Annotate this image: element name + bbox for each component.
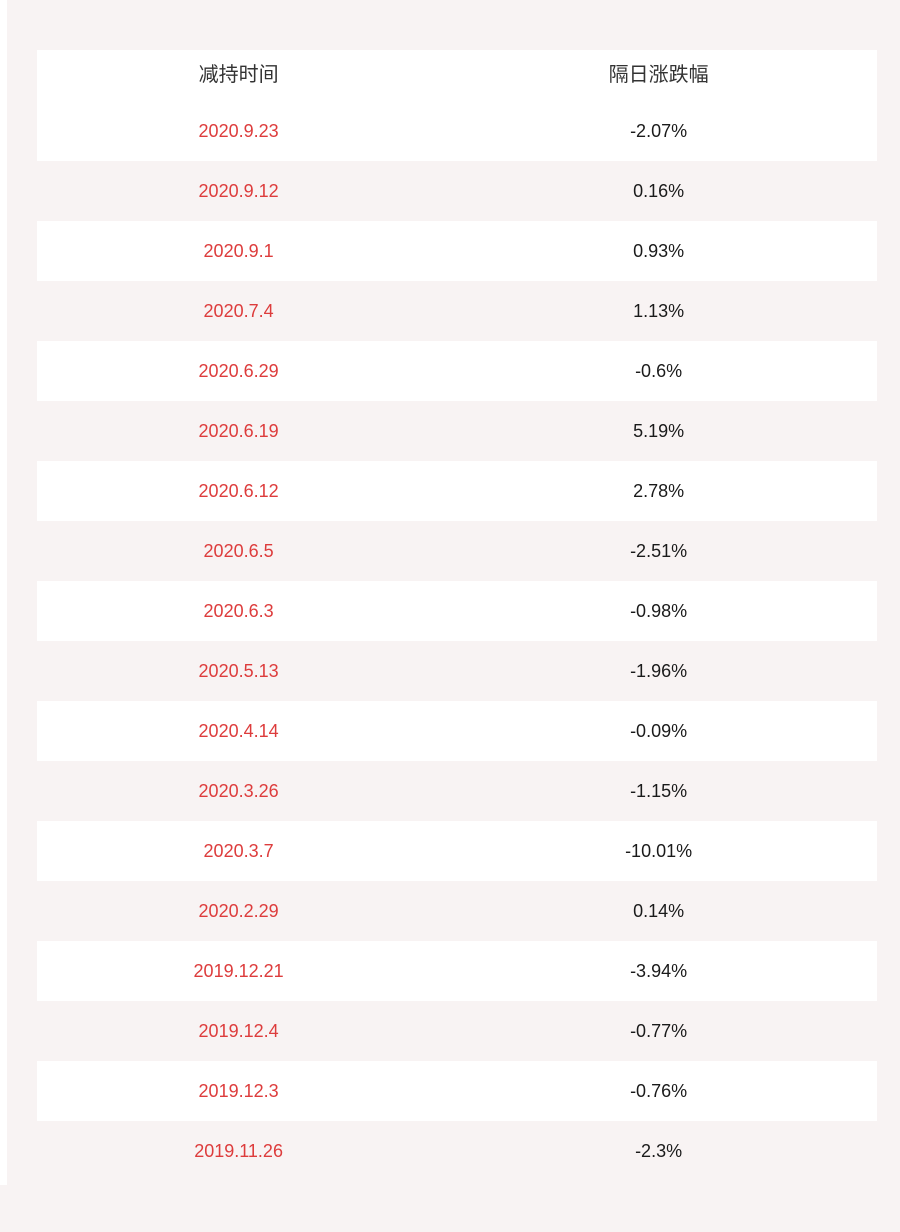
table-row: 2020.5.13 -1.96%	[37, 641, 877, 701]
date-cell: 2020.4.14	[198, 721, 279, 741]
date-cell: 2019.12.21	[193, 961, 284, 981]
date-cell: 2020.6.29	[198, 361, 279, 381]
table-row: 2020.3.26 -1.15%	[37, 761, 877, 821]
left-edge-stripe	[0, 0, 7, 1185]
table-row: 2020.9.1 0.93%	[37, 221, 877, 281]
date-cell: 2020.2.29	[198, 901, 279, 921]
date-cell: 2020.6.19	[198, 421, 279, 441]
date-cell: 2020.6.12	[198, 481, 279, 501]
date-cell: 2020.3.26	[198, 781, 279, 801]
table-row: 2020.6.5 -2.51%	[37, 521, 877, 581]
change-cell: -0.76%	[630, 1081, 688, 1101]
header-change-column: 隔日涨跌幅	[608, 64, 709, 86]
table-row: 2019.12.3 -0.76%	[37, 1061, 877, 1121]
change-cell: -10.01%	[625, 841, 693, 861]
change-cell: -2.51%	[630, 541, 688, 561]
date-cell: 2020.9.1	[203, 241, 274, 261]
date-cell: 2020.3.7	[203, 841, 274, 861]
table-row: 2020.4.14 -0.09%	[37, 701, 877, 761]
date-cell: 2020.9.23	[198, 121, 279, 141]
change-cell: 1.13%	[633, 301, 685, 321]
change-cell: -1.15%	[630, 781, 688, 801]
change-cell: -2.07%	[630, 121, 688, 141]
table-body: 2020.9.23 -2.07% 2020.9.12 0.16% 2020.9.…	[37, 101, 877, 1181]
change-cell: -1.96%	[630, 661, 688, 681]
change-cell: -3.94%	[630, 961, 688, 981]
reduction-history-table: 减持时间 隔日涨跌幅 2020.9.23 -2.07% 2020.9.12 0.…	[37, 50, 877, 1181]
change-cell: 0.93%	[633, 241, 685, 261]
change-cell: -0.77%	[630, 1021, 688, 1041]
table-row: 2019.12.21 -3.94%	[37, 941, 877, 1001]
table-row: 2020.7.4 1.13%	[37, 281, 877, 341]
table-row: 2020.6.19 5.19%	[37, 401, 877, 461]
date-cell: 2019.12.4	[198, 1021, 279, 1041]
table-header-row: 减持时间 隔日涨跌幅	[37, 50, 877, 101]
header-date-column: 减持时间	[198, 64, 279, 86]
date-cell: 2020.9.12	[198, 181, 279, 201]
date-cell: 2020.5.13	[198, 661, 279, 681]
change-cell: -0.98%	[630, 601, 688, 621]
table-row: 2020.9.23 -2.07%	[37, 101, 877, 161]
table-row: 2019.12.4 -0.77%	[37, 1001, 877, 1061]
table-row: 2020.2.29 0.14%	[37, 881, 877, 941]
change-cell: 2.78%	[633, 481, 685, 501]
date-cell: 2020.6.5	[203, 541, 274, 561]
change-cell: -2.3%	[635, 1141, 683, 1161]
table-row: 2020.6.29 -0.6%	[37, 341, 877, 401]
date-cell: 2019.11.26	[194, 1141, 283, 1161]
table-row: 2020.3.7 -10.01%	[37, 821, 877, 881]
change-cell: 5.19%	[633, 421, 685, 441]
change-cell: 0.16%	[633, 181, 685, 201]
table-row: 2020.6.3 -0.98%	[37, 581, 877, 641]
change-cell: -0.09%	[630, 721, 688, 741]
table-row: 2020.9.12 0.16%	[37, 161, 877, 221]
date-cell: 2020.7.4	[203, 301, 274, 321]
change-cell: 0.14%	[633, 901, 685, 921]
table-row: 2020.6.12 2.78%	[37, 461, 877, 521]
date-cell: 2020.6.3	[203, 601, 274, 621]
table-row: 2019.11.26 -2.3%	[37, 1121, 877, 1181]
date-cell: 2019.12.3	[198, 1081, 279, 1101]
change-cell: -0.6%	[635, 361, 683, 381]
